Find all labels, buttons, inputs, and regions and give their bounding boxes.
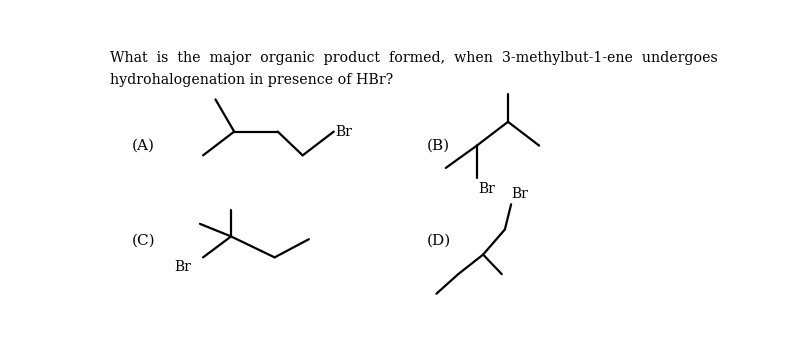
Text: (D): (D): [427, 234, 451, 248]
Text: Br: Br: [478, 182, 495, 196]
Text: Br: Br: [335, 125, 352, 139]
Text: What  is  the  major  organic  product  formed,  when  3-methylbut-1-ene  underg: What is the major organic product formed…: [110, 50, 716, 65]
Text: Br: Br: [173, 260, 190, 274]
Text: hydrohalogenation in presence of HBr?: hydrohalogenation in presence of HBr?: [110, 73, 392, 87]
Text: (B): (B): [427, 139, 450, 152]
Text: (C): (C): [132, 234, 155, 248]
Text: (A): (A): [132, 139, 154, 152]
Text: Br: Br: [511, 187, 528, 201]
